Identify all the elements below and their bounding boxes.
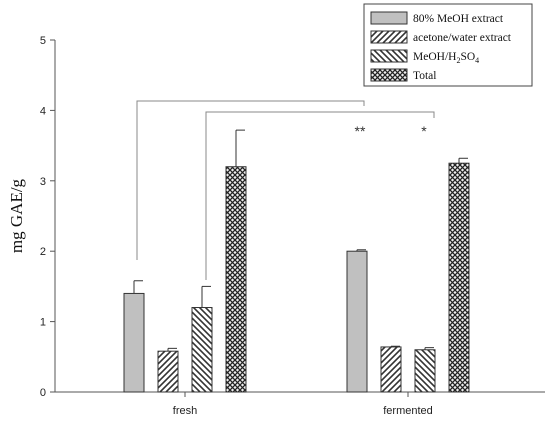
bar: [225, 166, 247, 393]
y-tick-label: 4: [40, 105, 46, 117]
legend: 80% MeOH extract acetone/water extract M…: [363, 3, 533, 87]
legend-swatch-acetone: [370, 30, 408, 44]
legend-swatch-meoh: [370, 11, 408, 25]
legend-label-meoh: 80% MeOH extract: [413, 13, 504, 25]
bar: [191, 307, 213, 393]
significance-marker-2: *: [421, 123, 427, 139]
y-tick-label: 0: [40, 387, 46, 399]
y-axis-title: mg GAE/g: [7, 178, 26, 253]
legend-label-acetone: acetone/water extract: [413, 32, 512, 44]
bar: [448, 162, 470, 393]
y-tick-label: 1: [40, 317, 46, 329]
y-tick-label: 3: [40, 176, 46, 188]
x-tick-label: fresh: [173, 405, 197, 417]
legend-swatch-h2so4: [370, 49, 408, 63]
legend-swatch-total: [370, 68, 408, 82]
bracket-80-meoh: [136, 100, 365, 260]
y-tick-label: 2: [40, 246, 46, 258]
y-ticks: 0 1 2 3 4 5: [40, 35, 55, 399]
significance-brackets: [136, 100, 435, 280]
x-tick-label: fermented: [383, 405, 433, 417]
bar: [123, 292, 145, 393]
legend-label-h2so4: MeOH/H2SO4: [413, 51, 479, 65]
bar: [414, 349, 436, 393]
y-tick-label: 5: [40, 35, 46, 47]
bar: [346, 250, 368, 393]
legend-label-total: Total: [413, 70, 436, 82]
bars: [123, 129, 470, 393]
bracket-h2so4: [205, 111, 435, 280]
x-ticks: fresh fermented: [173, 392, 433, 417]
bar: [157, 350, 179, 393]
significance-marker-1: **: [355, 123, 366, 139]
bar: [380, 346, 402, 393]
